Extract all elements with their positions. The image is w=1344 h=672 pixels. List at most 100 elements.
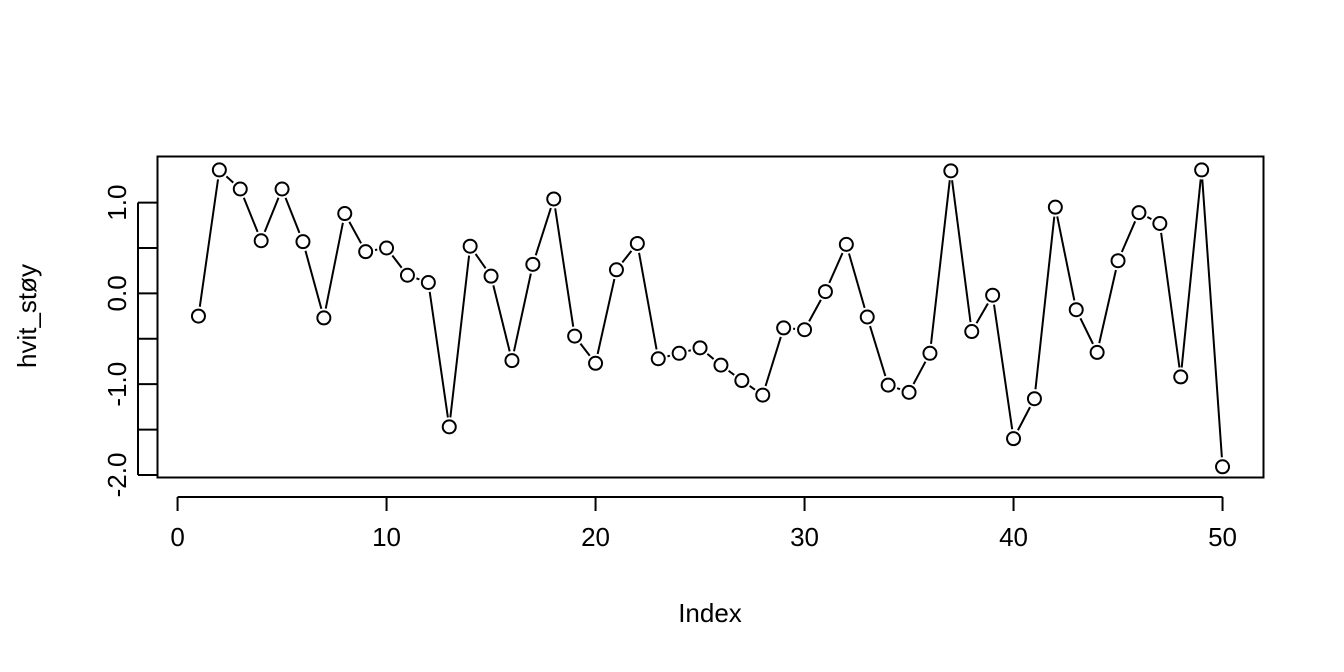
data-point (1026, 391, 1042, 407)
series-segment (1056, 216, 1076, 301)
y-axis-label: hvit_støy (12, 264, 42, 368)
series-segment (596, 278, 616, 355)
series-segment (1160, 232, 1181, 368)
data-point (1194, 162, 1210, 178)
x-axis: 0 10 20 30 40 50 (170, 496, 1237, 552)
data-point (817, 284, 833, 300)
data-point (190, 308, 206, 324)
series-segment (951, 180, 972, 323)
series-segment (808, 299, 822, 322)
series-segment (993, 304, 1014, 430)
x-tick-label: 20 (581, 522, 610, 552)
data-point (420, 275, 436, 291)
series-points (190, 162, 1231, 475)
data-point (964, 324, 980, 340)
series-segment (688, 349, 692, 352)
data-point (232, 181, 248, 197)
series-segment (198, 179, 220, 307)
series-segment (428, 291, 449, 418)
series-segment (348, 221, 362, 244)
series-segment (1120, 220, 1137, 253)
data-point (901, 384, 917, 400)
series-segment (1180, 179, 1202, 368)
data-point (337, 206, 353, 222)
data-point (880, 377, 896, 393)
data-point (1215, 459, 1231, 475)
data-point (629, 235, 645, 251)
series-segment (896, 387, 901, 391)
data-point (211, 162, 227, 178)
data-point (1173, 369, 1189, 385)
data-point (504, 353, 520, 369)
series-line-segments (198, 175, 1223, 458)
series-segment (554, 208, 575, 327)
series-segment (512, 273, 532, 352)
data-point (316, 310, 332, 326)
series-segment (1201, 179, 1223, 458)
data-point (1089, 344, 1105, 360)
x-tick-label: 50 (1208, 522, 1237, 552)
series-segment (706, 353, 715, 360)
plot-frame (156, 155, 1265, 479)
data-point (379, 240, 395, 256)
data-point (608, 262, 624, 278)
data-point (776, 320, 792, 336)
data-point (274, 181, 290, 197)
data-point (1068, 302, 1084, 318)
y-tick-label: -1.0 (102, 362, 132, 407)
data-point (1110, 253, 1126, 269)
x-tick-label: 10 (372, 522, 401, 552)
y-tick-label: 0.0 (102, 275, 132, 311)
series-segment (416, 277, 420, 281)
data-point (588, 355, 604, 371)
data-point (1006, 431, 1022, 447)
data-point (859, 309, 875, 325)
data-point (1131, 205, 1147, 221)
data-point (734, 373, 750, 389)
data-point (650, 351, 666, 367)
series-segment (284, 197, 301, 234)
data-point (922, 345, 938, 361)
series-segment (764, 336, 782, 387)
x-tick-label: 40 (999, 522, 1028, 552)
series-segment (667, 354, 671, 358)
data-point (441, 419, 457, 435)
data-point (943, 163, 959, 179)
series-segment (534, 207, 552, 256)
series-segment (579, 342, 591, 357)
series-segment (225, 175, 234, 184)
series-segment (324, 222, 344, 309)
data-point (567, 328, 583, 344)
data-point (525, 256, 541, 272)
series-segment (621, 250, 633, 263)
series-segment (1146, 216, 1152, 220)
series-segment (930, 180, 951, 344)
data-point (483, 268, 499, 284)
series-segment (912, 361, 927, 385)
data-point (985, 287, 1001, 303)
series-segment (749, 385, 756, 391)
series-segment (492, 285, 511, 352)
series-segment (263, 197, 280, 233)
data-point (295, 234, 311, 250)
series-segment (869, 325, 887, 377)
data-point (1152, 215, 1168, 231)
x-tick-label: 30 (790, 522, 819, 552)
data-point (358, 244, 374, 260)
series-segment (727, 369, 735, 376)
data-point (462, 238, 478, 254)
series-segment (242, 197, 259, 233)
data-point (253, 233, 269, 249)
series-segment (848, 253, 866, 309)
data-point (755, 387, 771, 403)
series-segment (638, 252, 658, 350)
data-point (671, 345, 687, 361)
series-segment (828, 252, 844, 284)
series-segment (1034, 216, 1056, 390)
series-segment (391, 254, 403, 269)
data-point (838, 236, 854, 252)
series-segment (304, 250, 323, 310)
data-point (399, 267, 415, 283)
data-point (1047, 199, 1063, 215)
data-point (692, 340, 708, 356)
